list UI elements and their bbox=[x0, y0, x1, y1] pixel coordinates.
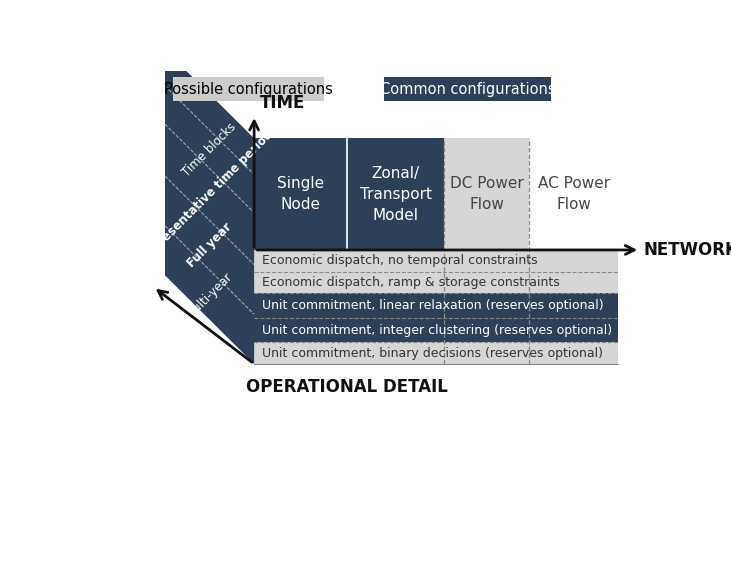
Text: Common configurations: Common configurations bbox=[380, 82, 556, 96]
Text: TIME: TIME bbox=[260, 94, 306, 112]
FancyBboxPatch shape bbox=[254, 138, 444, 250]
Text: Possible configurations: Possible configurations bbox=[164, 82, 333, 96]
Text: Economic dispatch, ramp & storage constraints: Economic dispatch, ramp & storage constr… bbox=[262, 276, 560, 289]
Text: Economic dispatch, no temporal constraints: Economic dispatch, no temporal constrain… bbox=[262, 254, 537, 268]
FancyBboxPatch shape bbox=[385, 76, 551, 101]
FancyBboxPatch shape bbox=[254, 293, 618, 318]
Text: Unit commitment, linear relaxation (reserves optional): Unit commitment, linear relaxation (rese… bbox=[262, 299, 604, 312]
Text: Zonal/
Transport
Model: Zonal/ Transport Model bbox=[360, 166, 431, 223]
Text: Single
Node: Single Node bbox=[277, 176, 324, 212]
Text: OPERATIONAL DETAIL: OPERATIONAL DETAIL bbox=[246, 378, 448, 396]
FancyBboxPatch shape bbox=[444, 138, 529, 250]
Text: Representative time periods: Representative time periods bbox=[138, 123, 281, 266]
FancyBboxPatch shape bbox=[173, 76, 324, 101]
Text: DC Power
Flow: DC Power Flow bbox=[450, 176, 523, 212]
Polygon shape bbox=[165, 50, 254, 364]
Text: Unit commitment, integer clustering (reserves optional): Unit commitment, integer clustering (res… bbox=[262, 323, 612, 336]
FancyBboxPatch shape bbox=[254, 250, 618, 364]
FancyBboxPatch shape bbox=[254, 318, 618, 342]
Text: Time blocks: Time blocks bbox=[180, 120, 239, 179]
Text: NETWORK: NETWORK bbox=[644, 241, 731, 259]
Text: Full year: Full year bbox=[185, 220, 235, 270]
Text: AC Power
Flow: AC Power Flow bbox=[538, 176, 610, 212]
Text: Unit commitment, binary decisions (reserves optional): Unit commitment, binary decisions (reser… bbox=[262, 347, 603, 360]
Text: Multi-year: Multi-year bbox=[183, 269, 235, 320]
